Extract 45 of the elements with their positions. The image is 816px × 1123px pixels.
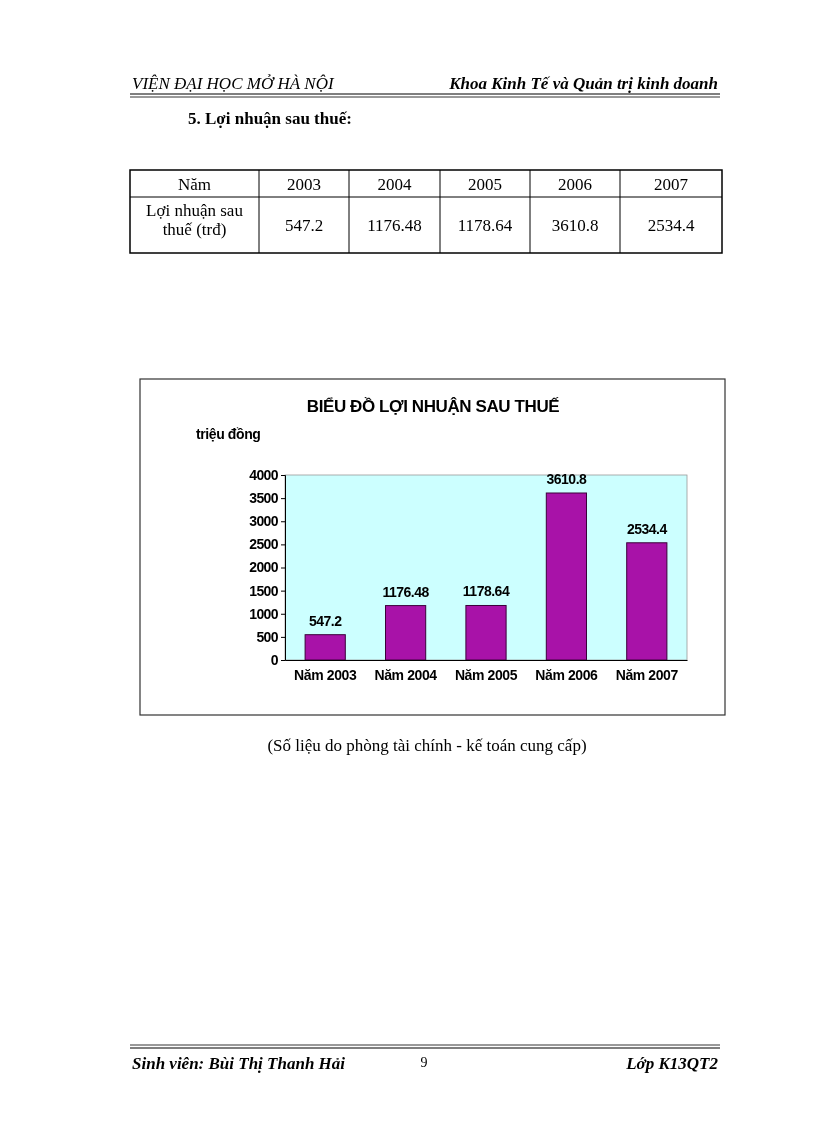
x-tick-label: Năm 2003 xyxy=(294,666,357,683)
text: 2004 xyxy=(377,175,412,194)
bar xyxy=(545,492,587,661)
bar xyxy=(626,542,668,661)
chart-title: BIỂU ĐỒ LỢI NHUẬN SAU THUẾ xyxy=(306,397,560,416)
bar xyxy=(465,604,507,661)
annotation: 1178.64 xyxy=(462,583,510,600)
text: 9 xyxy=(420,1055,428,1070)
bar xyxy=(385,605,427,661)
y-tick-label: 4000 xyxy=(249,466,279,483)
y-tick-label: 3500 xyxy=(249,490,279,507)
data-label: 1176.48 xyxy=(367,216,422,235)
text: 2007 xyxy=(654,175,689,194)
x-tick-label: Năm 2005 xyxy=(454,666,518,683)
text: Sinh viên: Bùi Thị Thanh Hải xyxy=(132,1054,346,1073)
y-axis-title: triệu đồng xyxy=(196,426,261,442)
y-tick-label: 1000 xyxy=(249,605,279,622)
text: Năm xyxy=(177,175,212,194)
text: Khoa Kinh Tế và Quản trị kinh doanh xyxy=(448,74,718,93)
annotation: 3610.8 xyxy=(546,471,588,487)
annotation: 2534.4 xyxy=(626,520,668,537)
text: 2006 xyxy=(558,175,592,194)
data-label: 2534.4 xyxy=(647,216,695,235)
x-tick-label: Năm 2006 xyxy=(535,666,599,683)
bar xyxy=(304,634,346,661)
text: (Số liệu do phòng tài chính - kế toán cung cấp) xyxy=(267,736,587,755)
y-tick-label: 1500 xyxy=(249,582,279,599)
annotation: 547.2 xyxy=(308,612,343,629)
text: 2003 xyxy=(287,175,321,194)
text: VIỆN ĐẠI HỌC MỞ HÀ NỘI xyxy=(132,74,335,93)
text: Lớp K13QT2 xyxy=(625,1054,719,1073)
data-label: 3610.8 xyxy=(551,216,599,235)
data-label: 547.2 xyxy=(284,216,324,235)
annotation: 1176.48 xyxy=(382,583,430,600)
x-tick-label: Năm 2004 xyxy=(374,666,438,683)
data-label: 1178.64 xyxy=(457,216,513,235)
y-tick-label: 500 xyxy=(256,628,279,645)
text: Lợi nhuận sau thuế (trđ) xyxy=(146,200,244,239)
y-tick-label: 2000 xyxy=(249,559,279,576)
x-tick-label: Năm 2007 xyxy=(615,666,679,683)
text: 5. Lợi nhuận sau thuế: xyxy=(188,109,352,128)
text: 2005 xyxy=(468,175,502,194)
y-tick-label: 3000 xyxy=(249,513,279,530)
y-tick-label: 0 xyxy=(270,651,279,668)
y-tick-label: 2500 xyxy=(249,536,279,553)
